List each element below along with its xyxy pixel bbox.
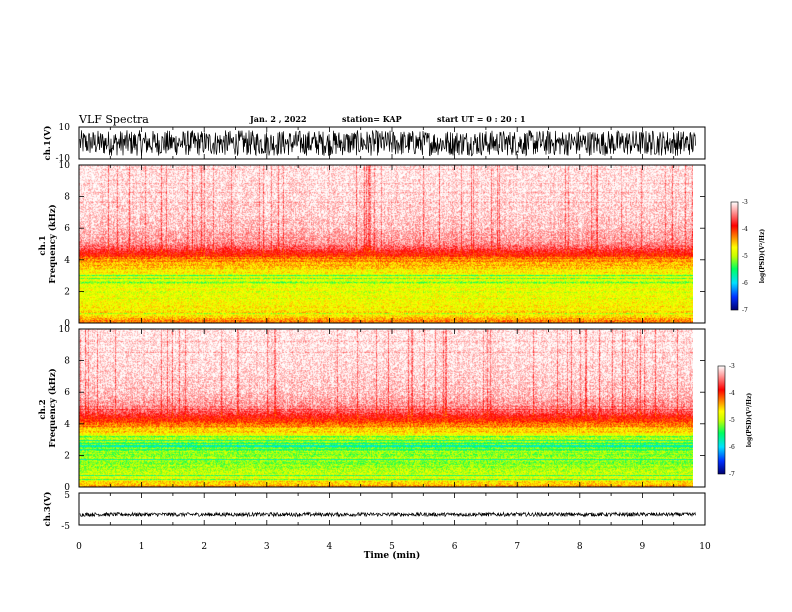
waveform-ch3-ylabel: ch.3(V)	[42, 492, 53, 527]
spectrogram-ch1-ytick-label: 0	[64, 319, 70, 329]
colorbar-ch1-label: log(PSD)(V²/Hz)	[759, 229, 766, 284]
x-tick-label: 10	[699, 542, 711, 552]
waveform-ch3-ticks	[78, 493, 706, 525]
colorbar-ch1	[730, 201, 739, 311]
spectrogram-ch2-ylabel-freq: Frequency (kHz)	[47, 368, 58, 447]
spectrogram-ch2-xticks	[78, 329, 706, 487]
x-tick-label: 7	[514, 542, 520, 552]
spectrogram-ch2-ylabel-channel: ch.2	[38, 399, 48, 419]
colorbar-ch1-tick-label: -4	[742, 226, 748, 233]
x-tick-label: 5	[389, 542, 395, 552]
spectrogram-ch2-image	[79, 329, 693, 487]
spectrogram-ch2-yticks: 0 2 4 6 8 10	[59, 325, 705, 493]
spectrogram-ch1-ylabel-freq: Frequency (kHz)	[47, 204, 58, 283]
colorbar-ch2-tick-label: -5	[729, 417, 735, 424]
waveform-ch1-panel: 10 -10 ch.1(V)	[42, 123, 706, 164]
station-label: station= KAP	[342, 114, 402, 124]
colorbar-ch1-tick-label: -3	[742, 199, 748, 206]
waveform-ch1-ylabel: ch.1(V)	[42, 126, 53, 161]
colorbar-ch2-tick-label: -6	[729, 444, 735, 451]
spectrogram-ch1-yticks: 0 2 4 6 8 10	[59, 161, 705, 329]
waveform-ch1-ytick-top: 10	[59, 123, 71, 133]
x-tick-label: 3	[264, 542, 270, 552]
colorbar-ch2-tick-label: -4	[729, 390, 735, 397]
waveform-ch3-trace	[79, 511, 696, 518]
x-tick-label: 9	[640, 542, 646, 552]
date-label: Jan. 2 , 2022	[249, 114, 307, 124]
x-tick-label: 2	[201, 542, 207, 552]
spectrogram-ch1-ytick-label: 4	[64, 256, 70, 266]
x-axis-tick-labels: 0 1 2 3 4 5 6 7 8 9 10	[76, 542, 711, 552]
spectrogram-ch1-ytick-label: 6	[64, 224, 70, 234]
waveform-ch1-trace	[79, 129, 696, 157]
x-tick-label: 8	[577, 542, 583, 552]
waveform-ch1-ticks	[78, 127, 706, 159]
colorbar-ch1-tick-label: -6	[742, 280, 748, 287]
waveform-ch3-ytick-top: 5	[64, 491, 70, 501]
spectrogram-ch1-ylabel-channel: ch.1	[38, 235, 48, 255]
spectrogram-ch1-xticks	[78, 165, 706, 323]
x-tick-label: 0	[76, 542, 82, 552]
spectrogram-ch1-ytick-label: 8	[64, 193, 70, 203]
spectrogram-ch1-ytick-label: 10	[59, 161, 71, 171]
colorbar-ch2-tick-label: -7	[729, 471, 735, 478]
waveform-ch3-ytick-bottom: -5	[61, 522, 70, 532]
waveform-ch3-panel: 5 -5 ch.3(V)	[42, 491, 706, 532]
start-ut-label: start UT = 0 : 20 : 1	[437, 114, 526, 124]
waveform-ch3-frame	[78, 492, 706, 526]
colorbar-ch2-label: log(PSD)(V²/Hz)	[746, 393, 753, 448]
spectrogram-ch2-ytick-label: 10	[59, 325, 71, 335]
svg-text:ch.1 Frequency (kHz): ch.1 Frequency (kHz)	[38, 204, 58, 283]
spectrogram-ch2-ytick-label: 6	[64, 388, 70, 398]
x-tick-label: 6	[452, 542, 458, 552]
svg-text:ch.2 Frequency (kHz): ch.2 Frequency (kHz)	[38, 368, 58, 447]
colorbar-ch1-tick-label: -7	[742, 307, 748, 314]
colorbar-ch1-tick-label: -5	[742, 253, 748, 260]
figure-title: VLF Spectra	[78, 113, 149, 126]
spectrogram-ch2-ytick-label: 8	[64, 357, 70, 367]
colorbar-ch2-tick-label: -3	[729, 363, 735, 370]
spectrogram-ch2-ytick-label: 4	[64, 420, 70, 430]
colorbar-ch1-ticks: -3 -4 -5 -6 -7	[742, 199, 748, 314]
colorbar-ch2	[717, 365, 726, 475]
waveform-ch1-ytick-bottom: -10	[56, 154, 71, 164]
x-axis-label: Time (min)	[364, 550, 421, 561]
spectrogram-ch2-ytick-label: 0	[64, 483, 70, 493]
x-tick-label: 4	[327, 542, 333, 552]
colorbar-ch2-ticks: -3 -4 -5 -6 -7	[729, 363, 735, 478]
x-tick-label: 1	[139, 542, 145, 552]
spectrogram-ch2-ytick-label: 2	[64, 451, 70, 461]
spectrogram-ch1-image	[79, 165, 693, 323]
spectrogram-ch1-ytick-label: 2	[64, 287, 70, 297]
